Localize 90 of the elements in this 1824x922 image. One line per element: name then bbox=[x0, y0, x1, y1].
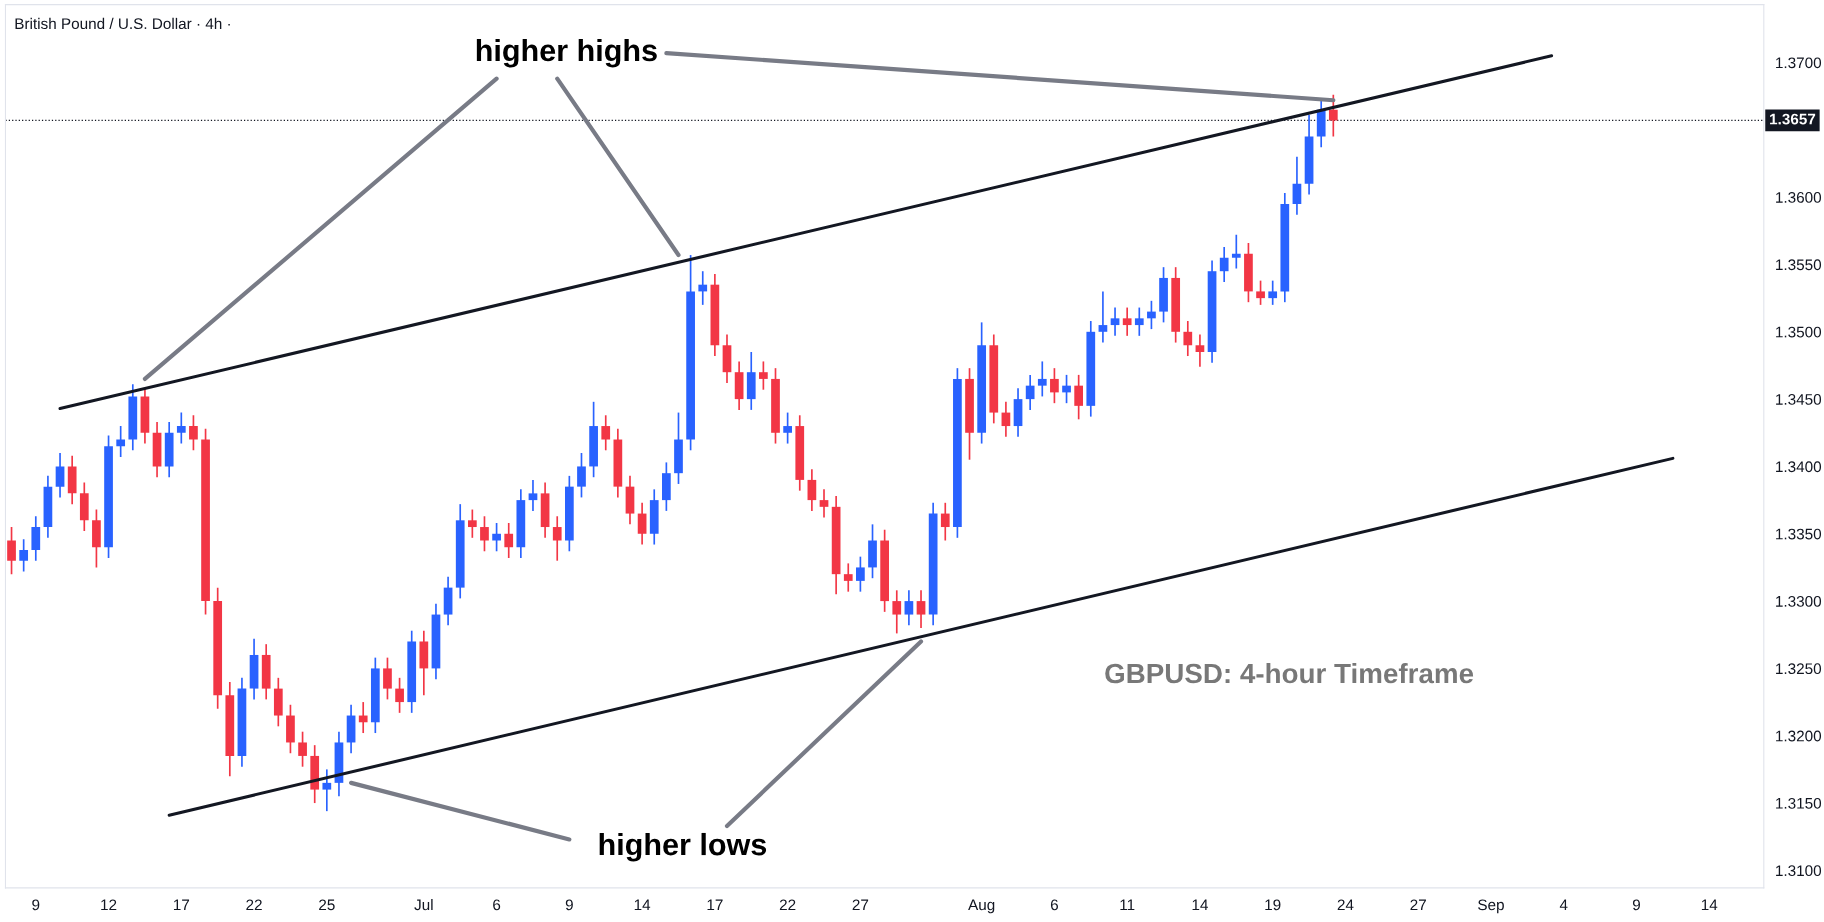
candlestick bbox=[1122, 306, 1132, 337]
candlestick bbox=[601, 414, 611, 452]
y-tick-label: 1.3600 bbox=[1776, 192, 1822, 203]
x-tick-label: 22 bbox=[246, 899, 262, 911]
y-tick-label: 1.3150 bbox=[1776, 797, 1822, 809]
candlestick bbox=[1134, 306, 1144, 337]
candlestick bbox=[1147, 299, 1156, 330]
candlestick bbox=[843, 562, 853, 593]
x-tick-label: 19 bbox=[1265, 899, 1281, 911]
x-tick-label: 22 bbox=[779, 899, 796, 911]
candlestick bbox=[298, 730, 307, 768]
candlestick bbox=[19, 538, 29, 573]
candlestick bbox=[176, 411, 186, 445]
candlestick bbox=[358, 701, 368, 734]
y-tick-label: 1.3200 bbox=[1776, 730, 1822, 742]
x-tick-label: 11 bbox=[1120, 899, 1135, 911]
text: British Pound / U.S. Dollar · 4h · bbox=[15, 17, 230, 30]
candlestick bbox=[1268, 279, 1278, 306]
x-tick-label: 25 bbox=[319, 899, 335, 911]
x-tick-label: 6 bbox=[1050, 899, 1058, 911]
candlestick bbox=[807, 468, 817, 512]
candlestick bbox=[383, 656, 392, 701]
candlestick bbox=[31, 515, 41, 562]
candlestick bbox=[552, 515, 562, 562]
y-tick-label: 1.3250 bbox=[1776, 663, 1822, 675]
y-tick-label: 1.3400 bbox=[1776, 461, 1822, 473]
x-tick-label: 9 bbox=[565, 899, 573, 911]
candlestick bbox=[1256, 279, 1265, 306]
annotation: higher lows bbox=[599, 832, 767, 862]
candlestick bbox=[892, 589, 902, 635]
candlestick bbox=[1098, 290, 1108, 344]
x-tick-label: Sep bbox=[1478, 899, 1504, 914]
candlestick bbox=[1328, 93, 1338, 138]
candlestick bbox=[1292, 155, 1302, 216]
candlestick bbox=[1110, 306, 1120, 337]
candlestick bbox=[55, 452, 65, 499]
x-tick-label: 4 bbox=[1559, 899, 1568, 911]
candlestick bbox=[322, 768, 332, 812]
candlestick bbox=[528, 479, 538, 512]
candlestick bbox=[492, 522, 501, 553]
y-tick-label: 1.3500 bbox=[1776, 326, 1822, 338]
x-tick-label: 17 bbox=[173, 899, 190, 911]
candlestick bbox=[1037, 360, 1047, 398]
candlestick bbox=[116, 425, 126, 458]
x-tick-label: Aug bbox=[968, 899, 995, 914]
candlestick bbox=[759, 360, 768, 391]
x-tick-label: 12 bbox=[101, 899, 117, 911]
candlestick bbox=[637, 501, 647, 546]
candlestick bbox=[467, 508, 477, 539]
x-tick-label: 14 bbox=[1701, 899, 1718, 911]
candlestick bbox=[1050, 367, 1059, 404]
y-tick-label: 1.3300 bbox=[1776, 595, 1822, 607]
candlestick bbox=[1195, 333, 1205, 368]
candlestick bbox=[1231, 234, 1241, 270]
candlestick bbox=[189, 414, 198, 452]
candlestick bbox=[577, 452, 586, 499]
candlestick bbox=[7, 526, 16, 575]
y-tick-label: 1.3350 bbox=[1776, 528, 1822, 540]
x-tick-label: 14 bbox=[634, 899, 651, 911]
x-tick-label: Jul bbox=[414, 899, 433, 911]
x-tick-label: 14 bbox=[1192, 899, 1208, 911]
y-tick-label: 1.3450 bbox=[1776, 393, 1822, 405]
x-tick-label: 27 bbox=[852, 899, 869, 911]
x-tick-label: 27 bbox=[1410, 899, 1426, 911]
y-tick-label: 1.3700 bbox=[1776, 57, 1822, 69]
candlestick bbox=[480, 515, 489, 553]
candlestick bbox=[783, 411, 792, 445]
candlestick bbox=[1062, 374, 1071, 404]
candlestick bbox=[819, 488, 829, 519]
x-tick-label: 17 bbox=[707, 899, 723, 911]
y-tick-label: 1.3100 bbox=[1776, 865, 1822, 877]
annotation: higher highs bbox=[476, 38, 657, 68]
candlestick bbox=[916, 589, 926, 629]
y-tick-label: 1.3550 bbox=[1776, 259, 1822, 271]
x-tick-label: 9 bbox=[32, 899, 40, 911]
x-tick-label: 24 bbox=[1337, 899, 1354, 911]
x-tick-label: 6 bbox=[493, 899, 501, 911]
candlestick bbox=[1183, 320, 1193, 357]
candlestick bbox=[856, 555, 865, 593]
annotation: GBPUSD: 4-hour Timeframe bbox=[1105, 662, 1474, 684]
ref-line-label: 1.3657 bbox=[1770, 113, 1816, 125]
candlestick bbox=[504, 522, 514, 559]
candlestick bbox=[940, 501, 950, 542]
candlestick bbox=[395, 677, 404, 714]
candlestick bbox=[1025, 374, 1035, 411]
x-tick-label: 9 bbox=[1632, 899, 1640, 911]
candlestick bbox=[904, 589, 914, 627]
candlestick bbox=[1074, 374, 1084, 421]
candlestick bbox=[1219, 246, 1229, 283]
candlestick bbox=[698, 270, 708, 306]
